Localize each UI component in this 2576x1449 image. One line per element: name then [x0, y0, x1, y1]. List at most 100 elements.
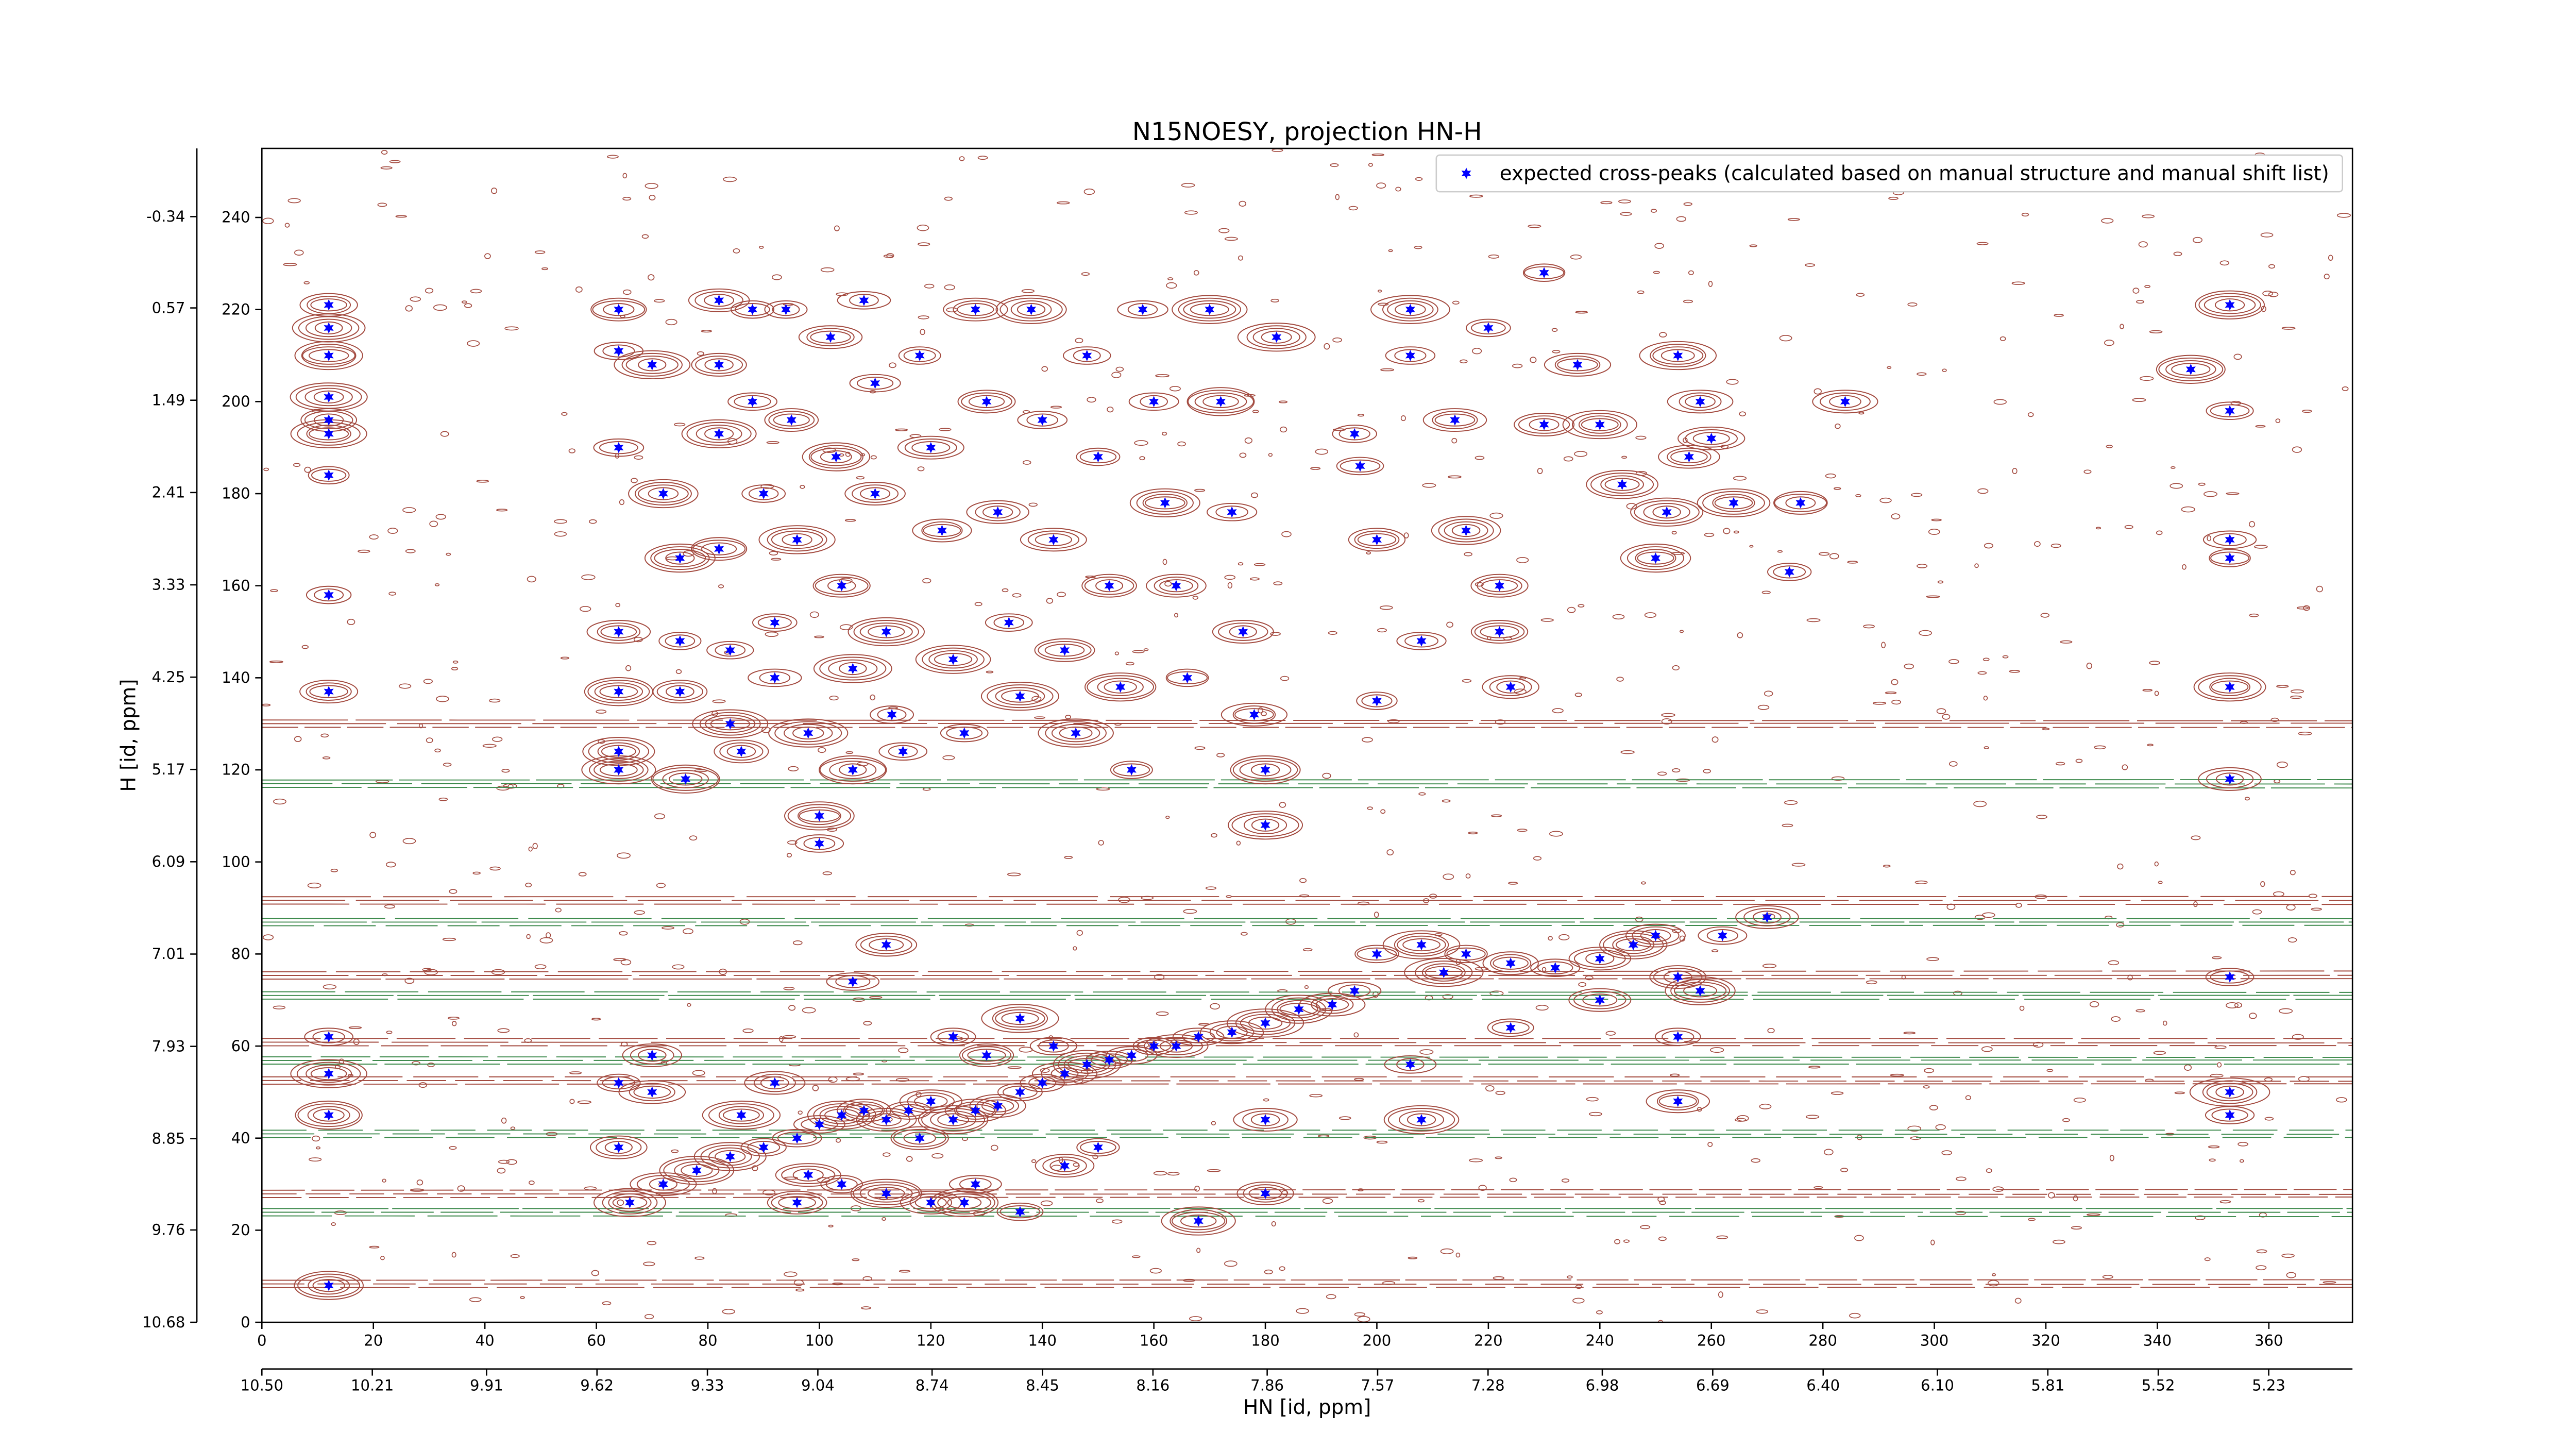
contour-peak [987, 684, 1054, 709]
contour-peak [1136, 491, 1194, 515]
contour-noise [1495, 719, 1506, 725]
contour-noise [1056, 201, 1070, 205]
contour-peak [1020, 1073, 1065, 1092]
contour-peak [1237, 323, 1316, 352]
contour-noise [834, 225, 840, 231]
contour-peak [758, 525, 836, 554]
cross-peak [1026, 304, 1037, 315]
contour-noise [1929, 1105, 1938, 1110]
contour-noise [2104, 340, 2114, 346]
contour-peak [903, 1132, 936, 1145]
contour-noise [1125, 662, 1134, 666]
contour-noise [423, 679, 433, 684]
contour-noise [1777, 550, 1783, 553]
contour-noise [1196, 1248, 1201, 1253]
contour-noise [2147, 744, 2154, 747]
contour-noise [788, 1005, 796, 1011]
contour-noise [1834, 487, 1841, 490]
contour-peak [2206, 1083, 2253, 1102]
contour-noise [273, 1005, 286, 1009]
contour-peak [301, 344, 357, 367]
y2-tick-label: 3.33 [152, 576, 185, 594]
contour-peak [877, 708, 907, 721]
contour-noise [388, 592, 396, 596]
contour-noise [1149, 1268, 1162, 1274]
contour-noise [1478, 1185, 1487, 1191]
contour-peak [590, 1135, 648, 1159]
contour-noise [1620, 750, 1635, 754]
contour-noise [634, 455, 643, 460]
contour-peak [1035, 1154, 1095, 1178]
contour-peak [1299, 992, 1366, 1017]
contour-noise [1948, 761, 1958, 767]
contour-noise [1537, 468, 1543, 474]
contour-noise [674, 423, 686, 427]
contour-noise [294, 736, 302, 742]
contour-peak [1493, 956, 1529, 970]
contour-noise [398, 683, 412, 689]
x2-tick-label: 9.04 [801, 1377, 835, 1394]
contour-noise [1156, 1011, 1169, 1016]
cross-peak [714, 543, 724, 555]
contour-noise [2132, 288, 2140, 294]
y-tick-label: 200 [222, 393, 250, 410]
contour-noise [2142, 689, 2153, 692]
contour-noise [1805, 263, 1816, 267]
cross-peak [1294, 1003, 1304, 1015]
contour-noise [405, 549, 416, 553]
contour-noise [489, 866, 501, 871]
contour-noise [1791, 863, 1806, 867]
cross-peak [1193, 1031, 1204, 1043]
contour-noise [2219, 260, 2230, 266]
cross-peak [1149, 396, 1159, 408]
contour-noise [1075, 338, 1083, 344]
contour-peak [590, 297, 647, 322]
contour-noise [2149, 661, 2160, 665]
contour-noise [1418, 792, 1426, 796]
contour-noise [1762, 964, 1777, 968]
contour-peak [996, 1202, 1044, 1221]
cross-peak [1371, 534, 1382, 546]
contour-noise [1442, 799, 1451, 803]
cross-peak [837, 580, 847, 592]
contour-noise [492, 736, 503, 742]
contour-peak [1188, 390, 1254, 414]
contour-noise [1935, 1124, 1946, 1131]
cross-peak [881, 939, 891, 951]
cross-peak [781, 304, 791, 315]
contour-noise [959, 156, 965, 161]
contour-noise [1379, 605, 1393, 610]
contour-peak [1660, 349, 1695, 362]
contour-noise [1268, 453, 1273, 457]
contour-noise [2207, 535, 2212, 542]
contour-noise [402, 838, 416, 845]
contour-peak [633, 1085, 671, 1099]
contour-noise [588, 519, 597, 524]
cross-peak [1227, 1026, 1237, 1038]
contour-noise [2290, 870, 2296, 875]
contour-noise [1166, 282, 1177, 289]
cross-peak [1673, 1096, 1683, 1107]
x-tick-label: 160 [1140, 1332, 1168, 1349]
contour-peak [1630, 497, 1704, 527]
contour-peak [708, 1103, 774, 1127]
contour-noise [2120, 324, 2124, 329]
contour-noise [1751, 1158, 1760, 1163]
contour-peak [314, 588, 344, 602]
cross-peak [1651, 552, 1661, 564]
cross-peak [981, 1049, 992, 1061]
contour-noise [701, 330, 712, 333]
contour-noise [944, 196, 953, 201]
contour-noise [1574, 693, 1582, 697]
cross-peak [624, 1197, 635, 1208]
contour-peak [1206, 502, 1258, 521]
contour-peak [1232, 758, 1298, 782]
cross-peak [324, 414, 334, 426]
contour-peak [1194, 392, 1247, 411]
contour-noise [1519, 677, 1527, 680]
contour-peak [1020, 528, 1087, 552]
contour-noise [1535, 1004, 1549, 1011]
contour-peak [1489, 678, 1532, 697]
cross-peak [903, 1105, 914, 1117]
contour-noise [287, 198, 301, 204]
